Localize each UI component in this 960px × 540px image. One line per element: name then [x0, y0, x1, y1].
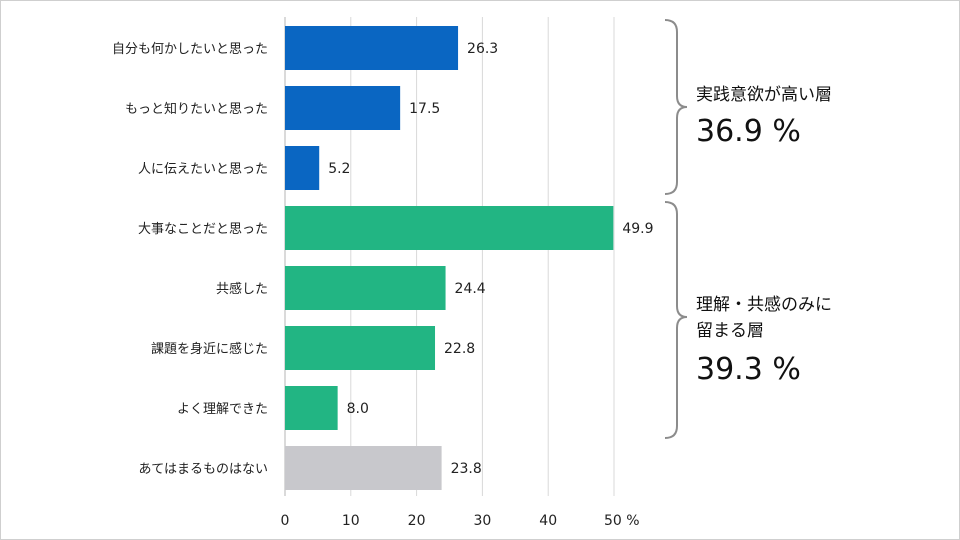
- value-label: 5.2: [328, 161, 350, 177]
- bar: [285, 266, 446, 310]
- bar: [285, 146, 320, 190]
- category-label: 自分も何かしたいと思った: [112, 41, 268, 57]
- bar: [285, 206, 614, 250]
- x-tick-label: 40: [539, 513, 557, 529]
- value-label: 49.9: [622, 221, 653, 237]
- brace-understanding-group: [664, 201, 688, 439]
- bar: [285, 26, 459, 70]
- value-label: 23.8: [451, 461, 482, 477]
- group-label-line: 理解・共感のみに: [696, 295, 832, 315]
- group-label-understanding: 理解・共感のみに 留まる層: [696, 292, 832, 344]
- category-label: 課題を身近に感じた: [151, 341, 268, 357]
- x-tick-label: 0: [281, 513, 290, 529]
- value-label: 24.4: [455, 281, 486, 297]
- category-label: もっと知りたいと思った: [125, 101, 268, 117]
- group-percent-understanding: 39.3 %: [696, 352, 801, 387]
- x-tick-label: 10: [342, 513, 360, 529]
- x-tick-label: 30: [473, 513, 491, 529]
- category-label: 共感した: [216, 281, 268, 297]
- category-label: 人に伝えたいと思った: [138, 162, 268, 177]
- category-label: あてはまるものはない: [139, 462, 268, 477]
- group-braces: [664, 19, 688, 439]
- value-label: 26.3: [467, 41, 498, 57]
- x-axis-ticks: 0 10 20 30 40 50 %: [281, 513, 640, 529]
- bar: [285, 386, 338, 430]
- group-percent-practice: 36.9 %: [696, 114, 801, 149]
- value-label: 22.8: [444, 341, 475, 357]
- bar: [285, 86, 401, 130]
- category-label: 大事なことだと思った: [138, 222, 268, 237]
- group-label-line: 実践意欲が高い層: [696, 85, 832, 105]
- value-label: 17.5: [409, 101, 440, 117]
- bar: [285, 446, 442, 490]
- group-label-line: 留まる層: [696, 321, 764, 341]
- bars: [285, 26, 614, 490]
- brace-practice-group: [664, 19, 688, 195]
- category-labels: 自分も何かしたいと思ったもっと知りたいと思った人に伝えたいと思った大事なことだと…: [112, 41, 268, 477]
- bar: [285, 326, 436, 370]
- group-label-practice: 実践意欲が高い層: [696, 82, 832, 108]
- value-labels: 26.3 17.5 5.2 49.9 24.4 22.8 8.0 23.8: [328, 41, 653, 477]
- x-tick-label: 50 %: [604, 513, 640, 529]
- x-tick-label: 20: [408, 513, 426, 529]
- category-label: よく理解できた: [177, 402, 268, 417]
- value-label: 8.0: [347, 401, 369, 417]
